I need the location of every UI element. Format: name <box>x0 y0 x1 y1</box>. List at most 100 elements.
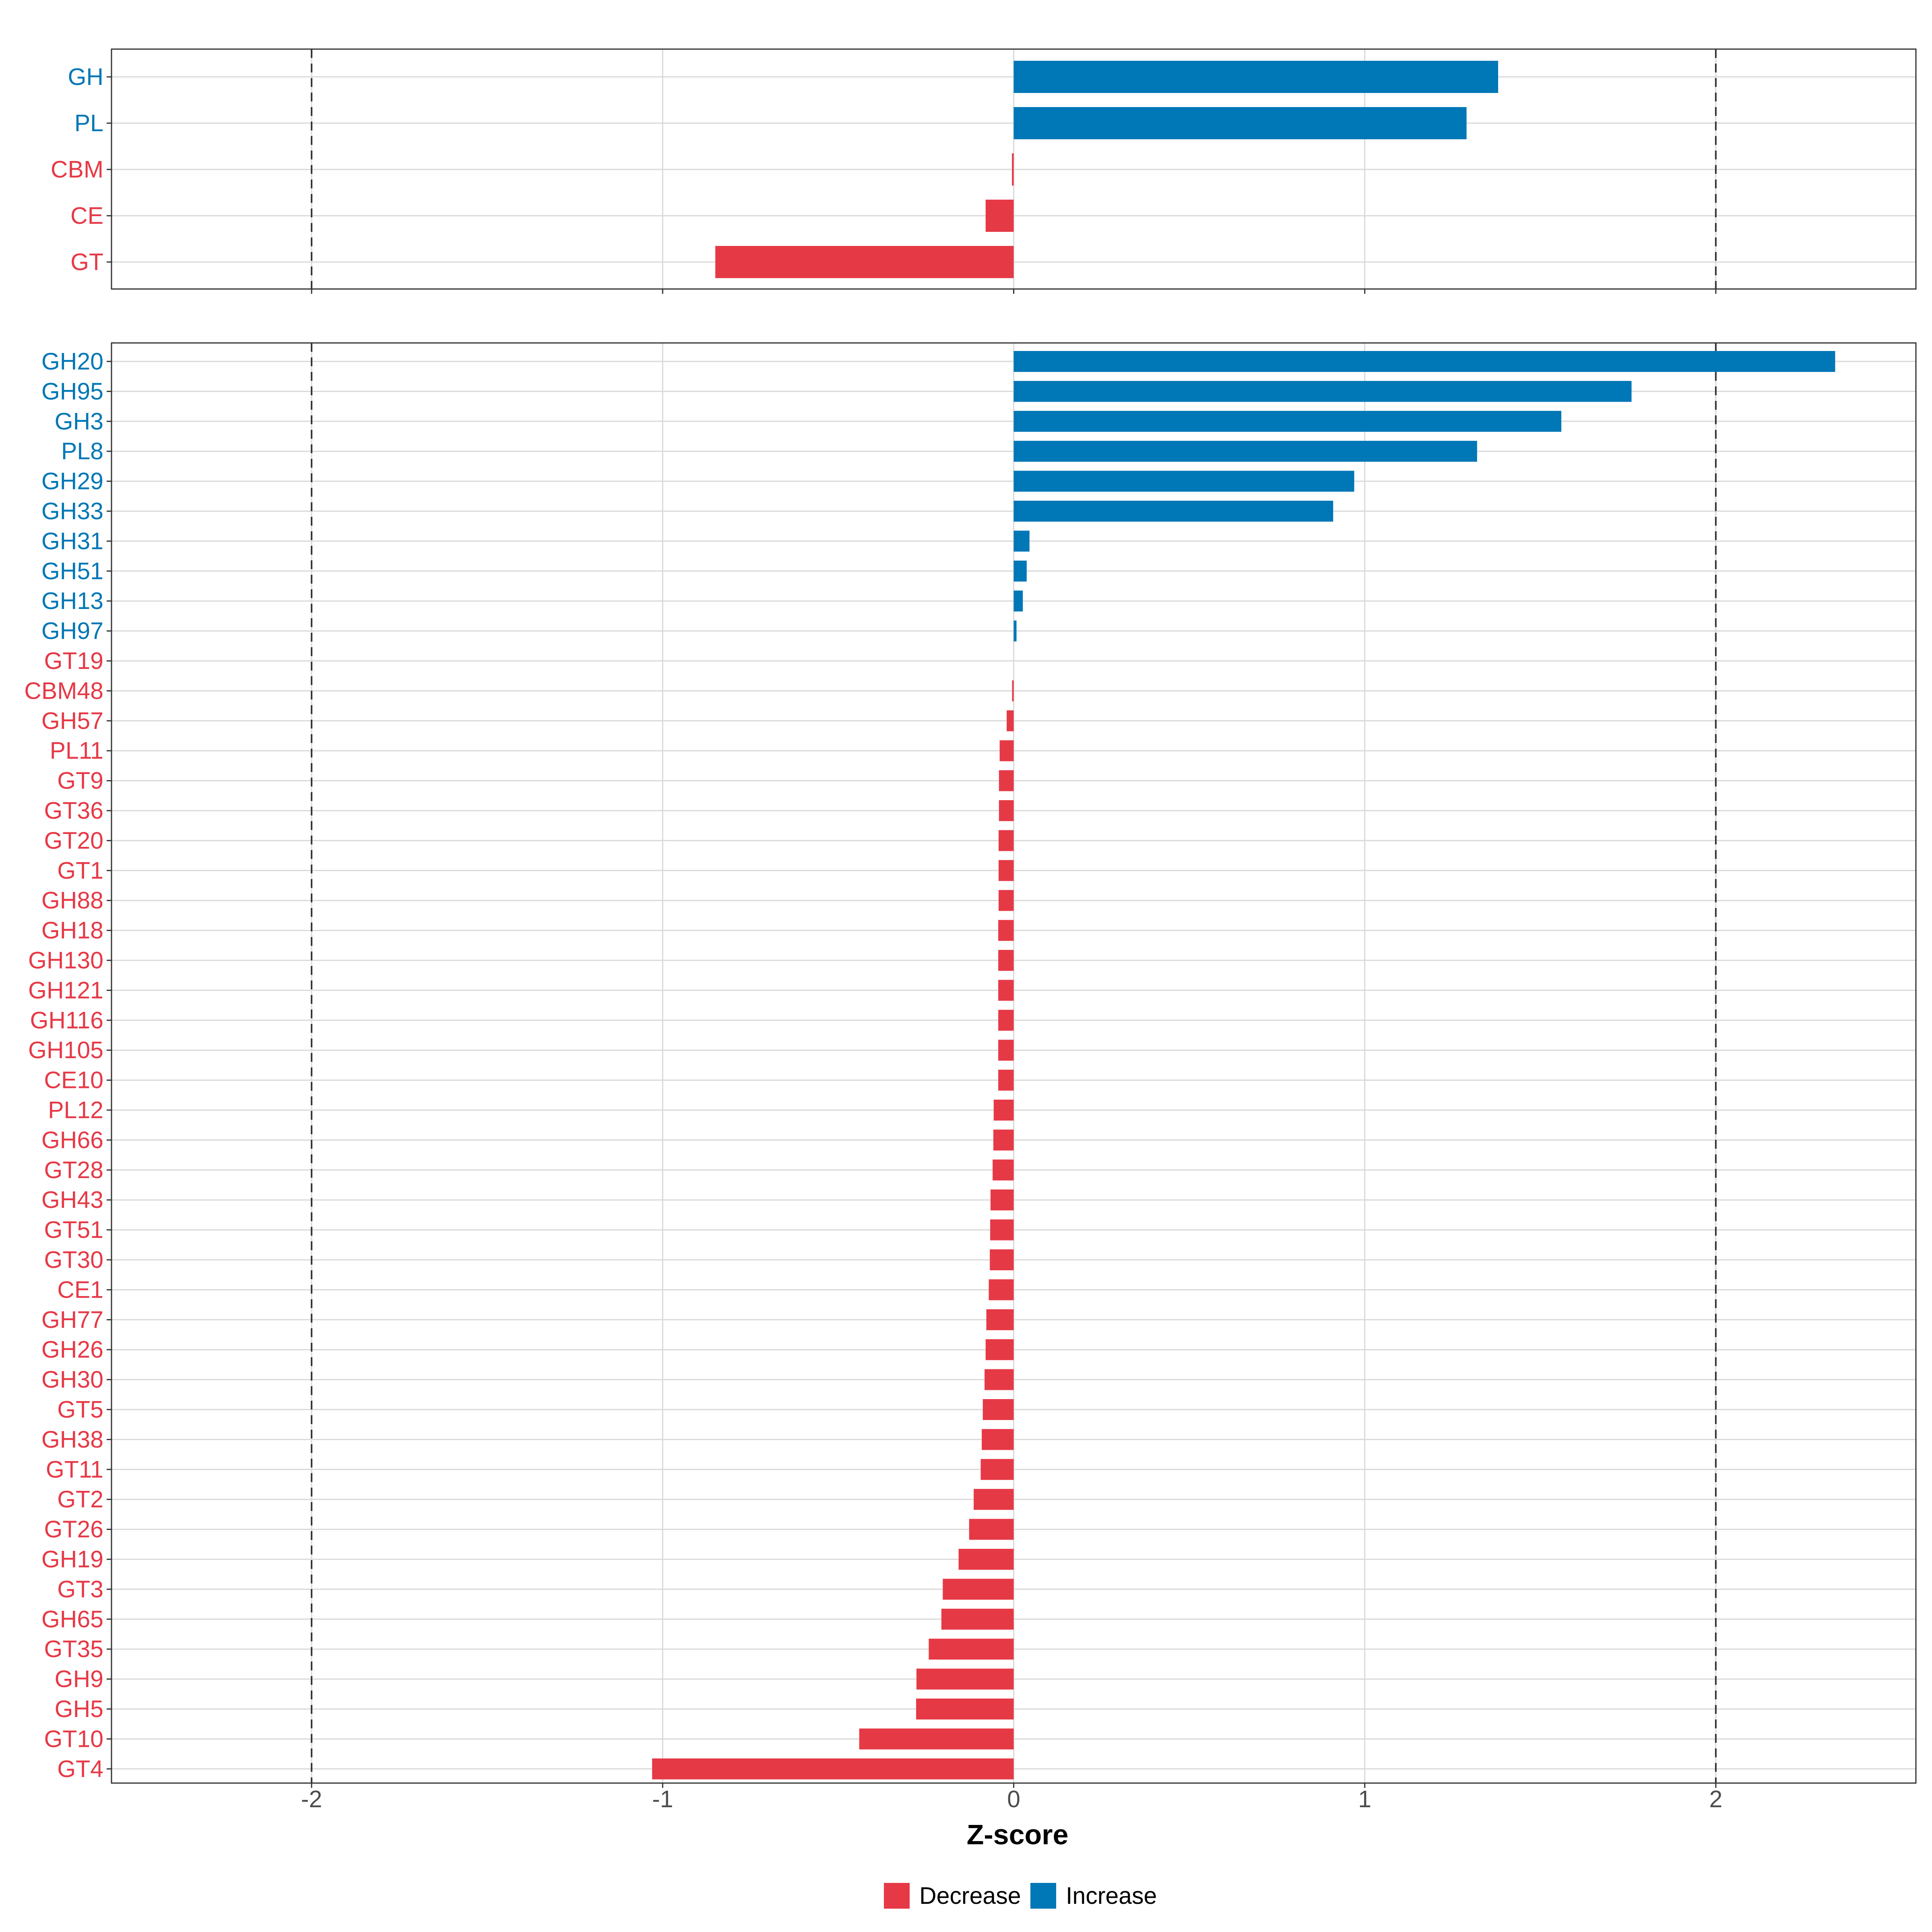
x-tick-label: 1 <box>1358 1786 1371 1812</box>
bar-gt36 <box>999 800 1014 821</box>
bar-ce <box>985 200 1014 232</box>
y-tick-label: PL <box>74 110 103 136</box>
bar-gh26 <box>985 1339 1014 1360</box>
bar-gh <box>1013 61 1499 93</box>
class-panel: GH PL CBM CE GT <box>51 48 1917 294</box>
y-tick-label: GT28 <box>44 1157 103 1183</box>
bar-gt28 <box>993 1159 1014 1181</box>
y-tick-label: CBM <box>51 156 103 183</box>
y-tick-label: GH26 <box>41 1336 103 1363</box>
bar-gt20 <box>998 830 1014 851</box>
y-tick-label: GH130 <box>28 947 103 974</box>
y-tick-label: GH13 <box>41 588 103 614</box>
y-tick-label: GT19 <box>44 648 103 674</box>
y-tick-label: GH95 <box>41 378 103 405</box>
legend-key-decrease <box>884 1883 910 1909</box>
y-tick-label: GH121 <box>28 977 103 1003</box>
y-tick-label: GH3 <box>55 408 103 435</box>
x-tick-label: -1 <box>652 1786 673 1812</box>
family-panel: GH20 GH95 GH3 PL8 GH29 GH33 GH31 GH51 GH13 GH97 GT… <box>24 342 1917 1788</box>
y-tick-label: GT4 <box>57 1756 103 1782</box>
bar-gh18 <box>998 920 1014 941</box>
y-tick-label: GT3 <box>57 1576 103 1602</box>
y-tick-label: GH77 <box>41 1307 103 1333</box>
bar-gh88 <box>998 890 1014 911</box>
bar-gh19 <box>958 1549 1014 1570</box>
y-tick-label: GT30 <box>44 1247 103 1273</box>
bar-gt30 <box>990 1249 1014 1270</box>
bar-gh51 <box>1013 560 1027 582</box>
legend: Decrease Increase <box>884 1882 1157 1909</box>
y-tick-label: GH29 <box>41 468 103 495</box>
y-tick-label: GT20 <box>44 827 103 854</box>
bar-gt10 <box>859 1728 1014 1750</box>
bar-gh77 <box>986 1309 1014 1330</box>
y-tick-label: GH5 <box>55 1696 103 1722</box>
bar-gh95 <box>1013 381 1632 402</box>
x-tick-label: -2 <box>301 1786 322 1812</box>
bar-gh105 <box>998 1040 1014 1061</box>
y-tick-label: GH18 <box>41 917 103 944</box>
y-tick-label: GH66 <box>41 1127 103 1153</box>
y-tick-label: GH88 <box>41 887 103 914</box>
bar-gh43 <box>990 1189 1014 1211</box>
bar-gh33 <box>1013 501 1333 522</box>
y-tick-label: GH20 <box>41 348 103 375</box>
bar-pl <box>1013 107 1467 139</box>
bar-gh20 <box>1013 351 1835 372</box>
bar-gh97 <box>1013 620 1017 642</box>
bar-gh29 <box>1013 471 1354 492</box>
bar-gt26 <box>969 1519 1014 1540</box>
bar-pl11 <box>999 740 1014 762</box>
bar-gh57 <box>1007 710 1014 731</box>
y-tick-label: GT <box>70 249 103 275</box>
bar-gt5 <box>983 1399 1014 1420</box>
y-tick-label: GT9 <box>57 768 103 794</box>
y-tick-label: GH51 <box>41 558 103 584</box>
bar-gh30 <box>985 1369 1014 1390</box>
y-tick-label: CBM48 <box>24 677 103 704</box>
y-tick-label: GH30 <box>41 1366 103 1393</box>
legend-label-decrease: Decrease <box>919 1882 1021 1909</box>
y-tick-label: GT36 <box>44 797 103 824</box>
y-tick-label: GH38 <box>41 1426 103 1453</box>
y-tick-label: CE10 <box>44 1067 103 1094</box>
y-tick-label: GT26 <box>44 1516 103 1543</box>
legend-label-increase: Increase <box>1066 1882 1157 1909</box>
x-axis-title: Z-score <box>967 1819 1069 1850</box>
bar-gh13 <box>1013 590 1023 612</box>
bar-gh121 <box>998 980 1014 1001</box>
y-tick-label: GT10 <box>44 1726 103 1752</box>
bar-gt <box>715 246 1014 278</box>
y-tick-label: GT2 <box>57 1486 103 1513</box>
bar-gt35 <box>929 1639 1014 1660</box>
y-tick-label: PL11 <box>50 737 103 764</box>
bar-gh66 <box>993 1129 1014 1151</box>
bar-gt3 <box>943 1579 1014 1600</box>
bar-gt51 <box>990 1219 1014 1241</box>
y-tick-label: CE1 <box>57 1276 103 1303</box>
bar-ce1 <box>989 1279 1014 1300</box>
y-tick-label: CE <box>70 202 103 229</box>
bar-pl12 <box>993 1100 1014 1121</box>
y-tick-label: GH9 <box>55 1666 103 1693</box>
y-tick-label: GH57 <box>41 708 103 734</box>
y-tick-label: GH65 <box>41 1606 103 1633</box>
y-tick-label: GH <box>68 64 104 90</box>
y-tick-label: GH97 <box>41 618 103 644</box>
y-tick-label: GT1 <box>57 857 103 884</box>
bar-gt4 <box>652 1758 1014 1779</box>
y-tick-label: GT5 <box>57 1396 103 1423</box>
x-tick-label: 0 <box>1007 1786 1020 1812</box>
bar-gh3 <box>1013 411 1562 432</box>
y-tick-label: GH105 <box>28 1037 103 1063</box>
y-tick-label: GH43 <box>41 1187 103 1213</box>
bar-gh130 <box>998 950 1014 971</box>
bar-cbm48 <box>1012 680 1014 702</box>
y-tick-label: GH116 <box>30 1007 103 1034</box>
bar-gt9 <box>999 770 1014 791</box>
bar-gt2 <box>974 1489 1014 1510</box>
bar-gh65 <box>941 1608 1014 1630</box>
y-tick-label: GT35 <box>44 1636 103 1662</box>
